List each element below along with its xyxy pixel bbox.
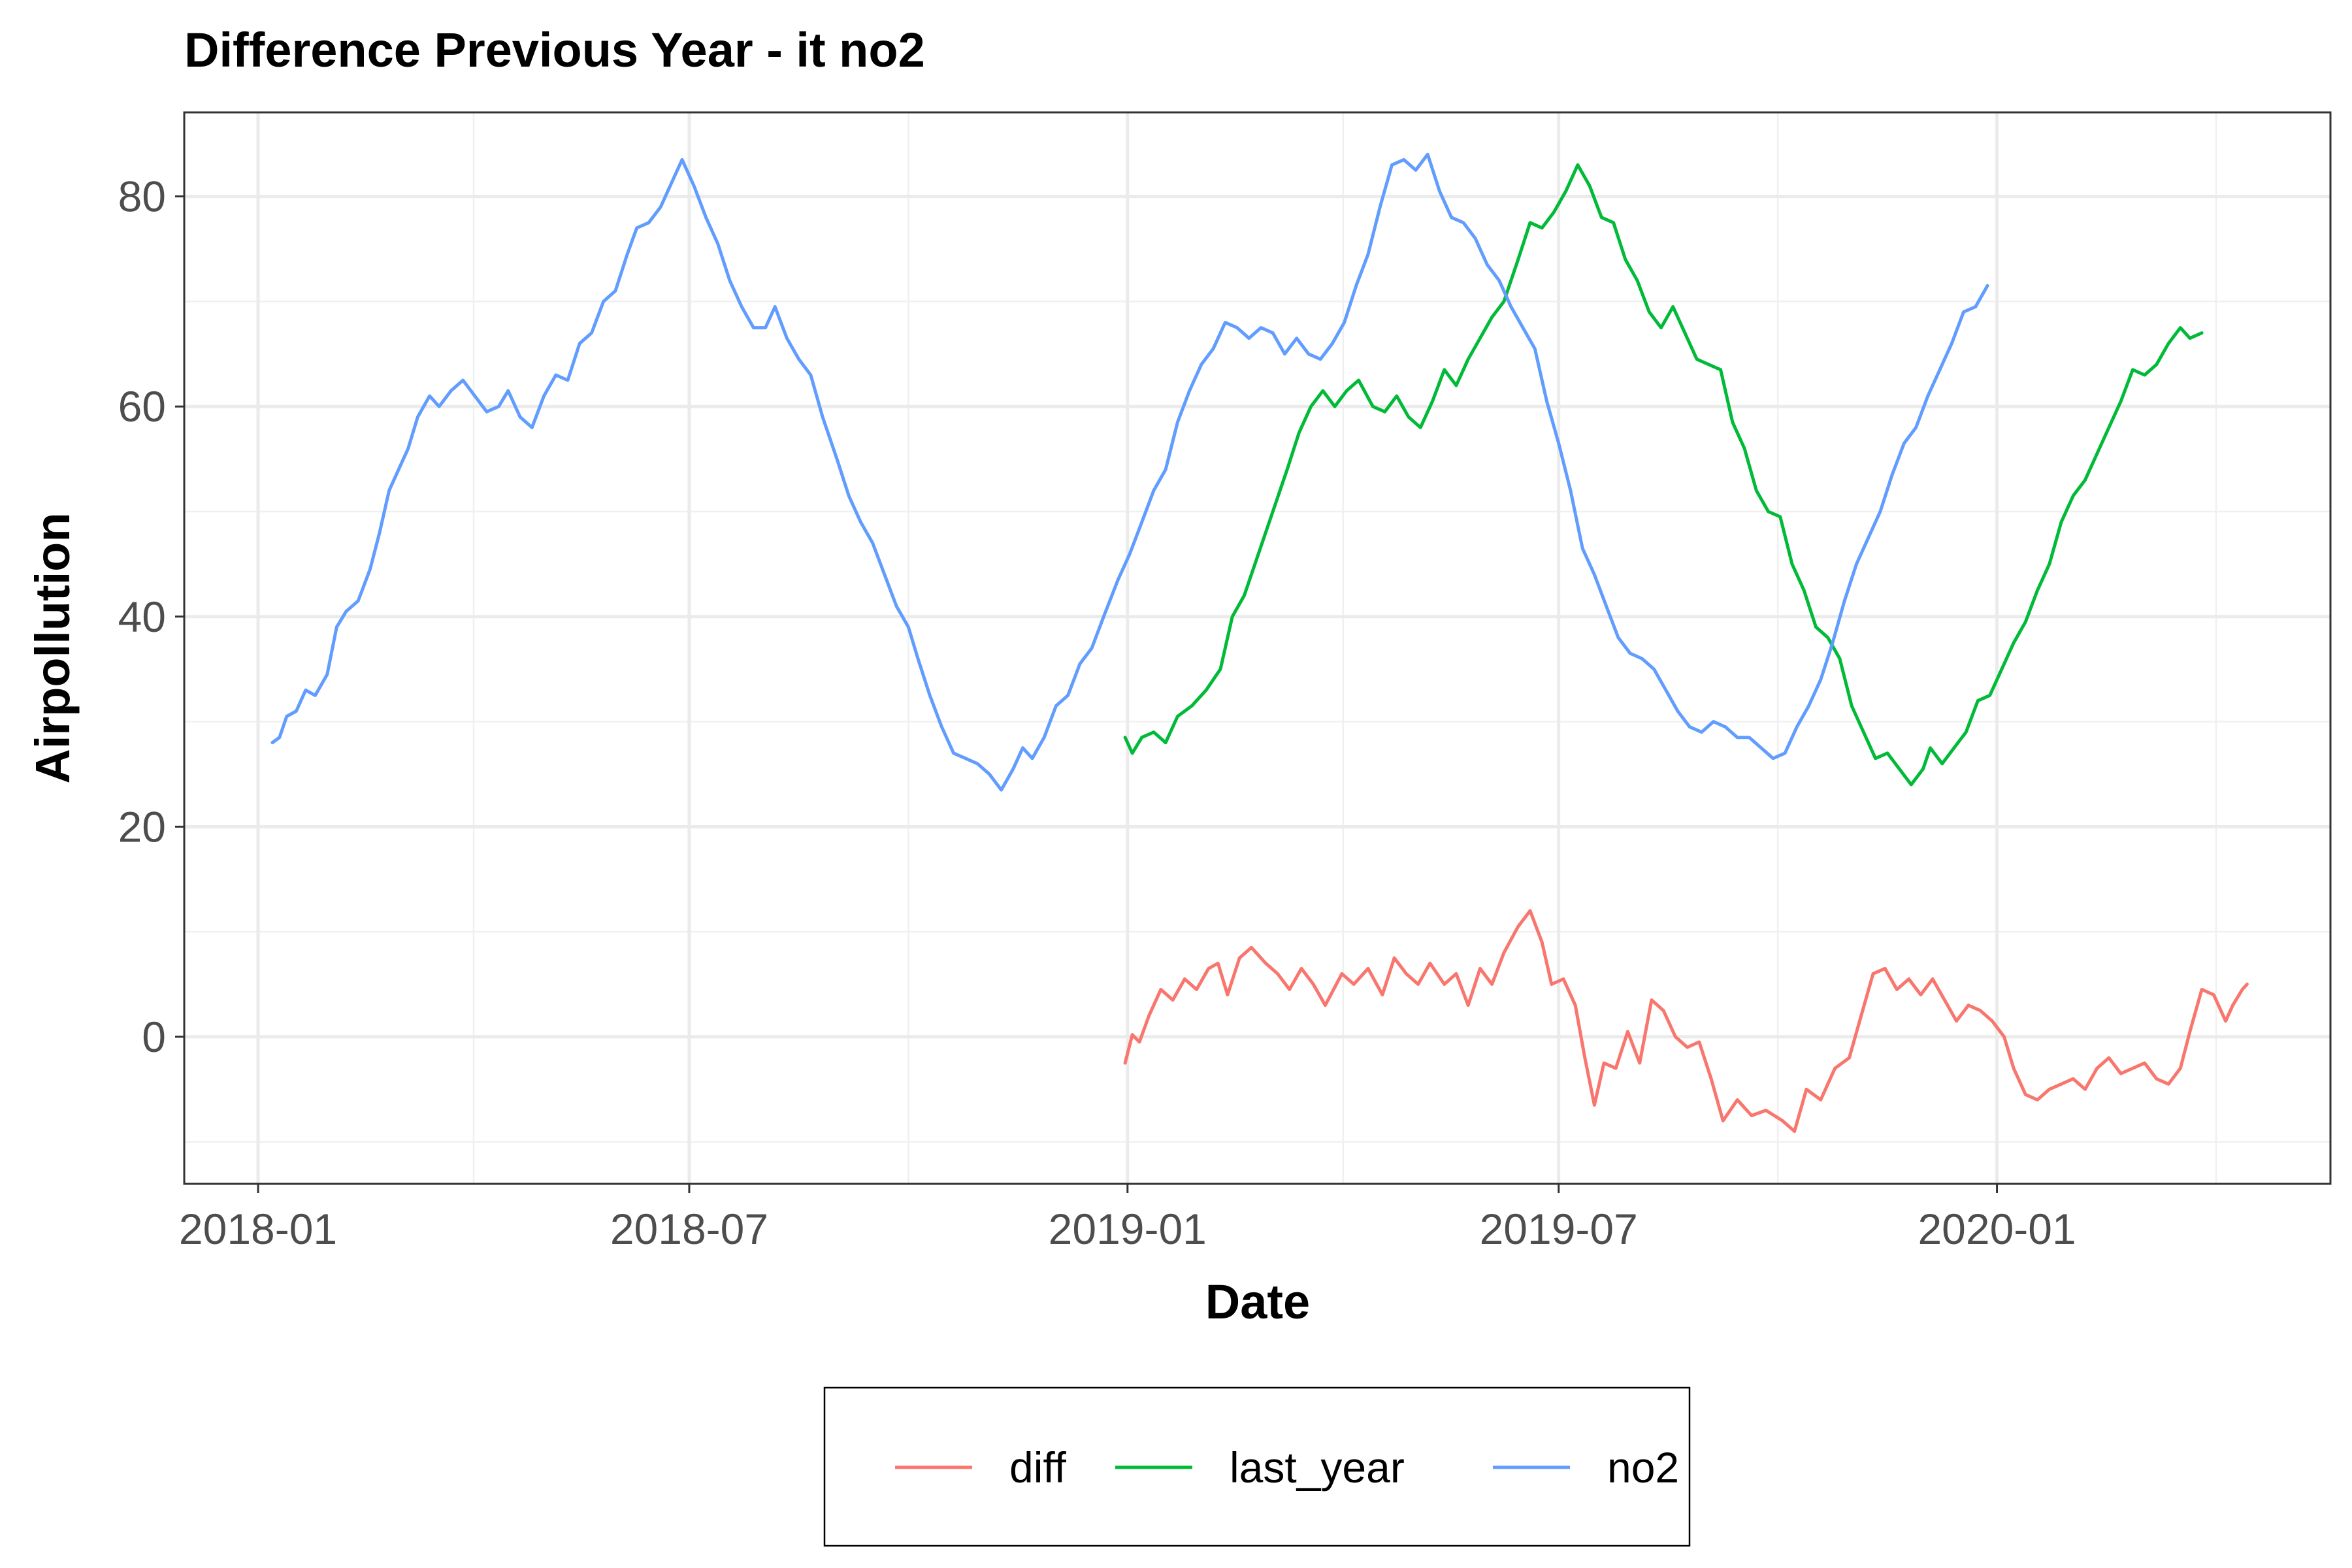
legend: diff last_year no2 bbox=[823, 1386, 1691, 1547]
legend-label-no2: no2 bbox=[1607, 1443, 1679, 1492]
x-tick-label: 2019-01 bbox=[1049, 1205, 1207, 1253]
x-tick-label: 2020-01 bbox=[1918, 1205, 2076, 1253]
y-axis: 0 20 40 60 80 bbox=[118, 172, 184, 1061]
plot-lines bbox=[270, 152, 2249, 1134]
chart-title: Difference Previous Year - it no2 bbox=[184, 23, 925, 77]
legend-label-diff: diff bbox=[1009, 1443, 1067, 1492]
series-line-no2 bbox=[270, 152, 1989, 792]
x-axis-title: Date bbox=[1205, 1275, 1310, 1329]
y-tick-label: 80 bbox=[118, 172, 166, 221]
series-line-last-year bbox=[1123, 163, 2204, 787]
plot-background bbox=[184, 112, 2330, 1184]
y-axis-title: Airpollution bbox=[25, 512, 80, 783]
y-tick-label: 40 bbox=[118, 593, 166, 641]
x-tick-label: 2019-07 bbox=[1480, 1205, 1638, 1253]
series-line-diff bbox=[1123, 909, 2249, 1134]
x-tick-label: 2018-01 bbox=[179, 1205, 337, 1253]
y-tick-label: 0 bbox=[142, 1013, 166, 1061]
x-axis: 2018-01 2018-07 2019-01 2019-07 2020-01 bbox=[179, 1184, 2076, 1253]
legend-label-last-year: last_year bbox=[1230, 1443, 1405, 1492]
plot-panel-border bbox=[183, 111, 2332, 1185]
legend-items: diff last_year no2 bbox=[895, 1443, 1679, 1492]
y-tick-label: 20 bbox=[118, 802, 166, 851]
plot-grid bbox=[184, 112, 2330, 1184]
y-tick-label: 60 bbox=[118, 382, 166, 431]
x-tick-label: 2018-07 bbox=[610, 1205, 768, 1253]
